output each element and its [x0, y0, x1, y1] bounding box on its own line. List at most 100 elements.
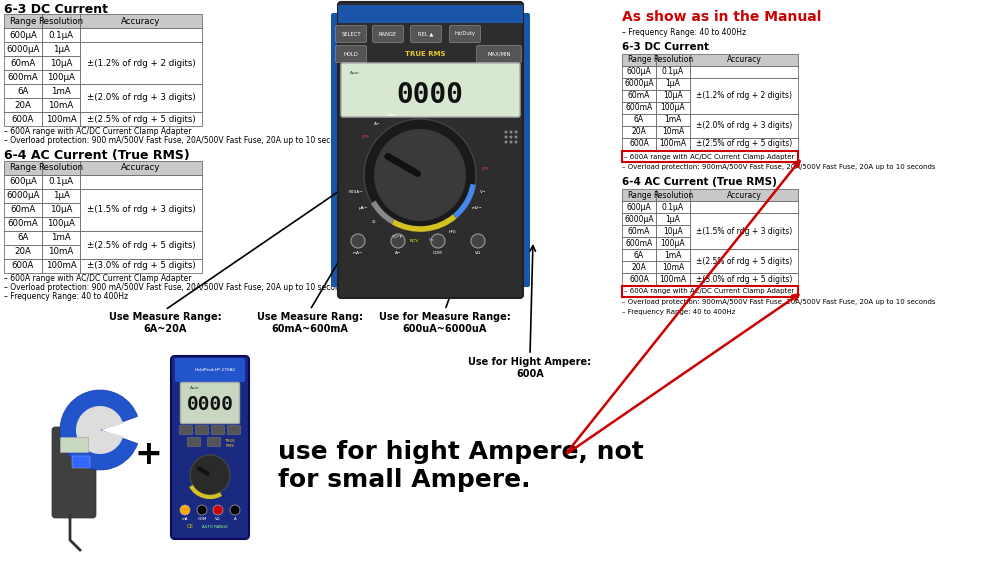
Text: 1μA: 1μA	[666, 214, 680, 223]
Text: MAX/MIN: MAX/MIN	[487, 51, 511, 56]
Text: 0.1μA: 0.1μA	[662, 202, 684, 211]
Wedge shape	[60, 390, 138, 470]
FancyBboxPatch shape	[338, 2, 523, 298]
Text: ⊙: ⊙	[372, 219, 375, 223]
Bar	[42, 28, 80, 42]
Text: 6-3 DC Current: 6-3 DC Current	[622, 42, 709, 52]
Circle shape	[510, 140, 512, 144]
Bar	[4, 112, 42, 126]
Text: Use Measure Rang:
60mA~600mA: Use Measure Rang: 60mA~600mA	[257, 312, 363, 333]
Bar	[656, 225, 690, 237]
Text: ±(3.0% of rdg + 5 digits): ±(3.0% of rdg + 5 digits)	[87, 262, 195, 271]
Bar	[4, 28, 42, 42]
FancyBboxPatch shape	[180, 382, 240, 424]
Text: mA∼: mA∼	[353, 251, 363, 255]
Bar	[4, 217, 42, 231]
Bar	[622, 138, 656, 150]
Text: 100mA: 100mA	[659, 140, 687, 149]
Text: 0000: 0000	[396, 81, 464, 109]
Bar	[4, 14, 42, 28]
Bar	[656, 213, 690, 225]
Circle shape	[514, 131, 518, 133]
Text: 0.1μA: 0.1μA	[662, 67, 684, 76]
Bar	[690, 189, 798, 201]
Bar	[622, 126, 656, 138]
Text: Range: Range	[627, 190, 651, 200]
Text: 6-4 AC Current (True RMS): 6-4 AC Current (True RMS)	[622, 177, 777, 187]
Text: 1μA: 1μA	[53, 192, 69, 201]
Bar	[690, 78, 798, 114]
FancyBboxPatch shape	[341, 63, 520, 117]
Text: mV∼: mV∼	[472, 206, 483, 210]
Text: Auto: Auto	[350, 71, 360, 75]
FancyBboxPatch shape	[331, 13, 347, 287]
Bar	[4, 259, 42, 273]
Text: 60mA: 60mA	[10, 59, 36, 67]
Text: – Overload protection: 900 mA/500V Fast Fuse, 20A/500V Fast Fuse, 20A up to 10 s: – Overload protection: 900 mA/500V Fast …	[4, 136, 349, 145]
Text: SELECT: SELECT	[341, 31, 361, 36]
Text: 1μA: 1μA	[53, 44, 69, 54]
Bar	[42, 259, 80, 273]
Text: 100mA: 100mA	[46, 115, 76, 124]
Bar	[80, 112, 202, 126]
Text: 100μA: 100μA	[47, 219, 75, 229]
Bar	[622, 201, 656, 213]
Text: 600mA: 600mA	[625, 104, 653, 112]
Text: – Overload protection: 900mA/500V Fast Fuse, 20A/500V Fast Fuse, 20A up to 10 se: – Overload protection: 900mA/500V Fast F…	[622, 164, 936, 170]
Text: – Frequency Range: 40 to 400Hz: – Frequency Range: 40 to 400Hz	[622, 28, 746, 37]
Bar	[622, 273, 656, 285]
Bar	[656, 138, 690, 150]
Bar	[690, 54, 798, 66]
Text: 10mA: 10mA	[48, 247, 74, 256]
Text: 600mA: 600mA	[8, 72, 38, 82]
Bar	[4, 189, 42, 203]
Text: CE: CE	[186, 524, 194, 529]
Text: AUTO RANGE: AUTO RANGE	[202, 525, 228, 529]
Bar	[622, 249, 656, 261]
Bar	[42, 42, 80, 56]
Text: μA∼: μA∼	[358, 206, 368, 210]
Circle shape	[197, 505, 207, 515]
Text: ±(2.0% of rdg + 3 digits): ±(2.0% of rdg + 3 digits)	[87, 93, 195, 103]
Text: 600A: 600A	[629, 140, 649, 149]
Text: Resolution: Resolution	[653, 190, 693, 200]
Circle shape	[431, 234, 445, 248]
Text: +: +	[134, 438, 162, 471]
Bar	[622, 237, 656, 249]
Bar	[42, 70, 80, 84]
Text: 60mA: 60mA	[10, 206, 36, 214]
Text: ±(3.0% of rdg + 5 digits): ±(3.0% of rdg + 5 digits)	[696, 275, 792, 283]
Text: 20A: 20A	[15, 247, 31, 256]
Circle shape	[351, 234, 365, 248]
Text: Hz/Duty: Hz/Duty	[454, 31, 476, 36]
FancyArrowPatch shape	[388, 156, 418, 174]
Circle shape	[180, 505, 190, 515]
Bar	[4, 98, 42, 112]
FancyBboxPatch shape	[372, 26, 404, 43]
Bar	[656, 78, 690, 90]
FancyArrowPatch shape	[199, 469, 208, 474]
Text: 0.1μA: 0.1μA	[48, 177, 74, 186]
Text: Resolution: Resolution	[653, 55, 693, 64]
Circle shape	[374, 129, 466, 221]
Text: – 600A range with AC/DC Current Clamp Adapter: – 600A range with AC/DC Current Clamp Ad…	[4, 274, 192, 283]
Text: TRUE: TRUE	[224, 439, 236, 443]
Bar	[690, 273, 798, 285]
FancyBboxPatch shape	[411, 26, 442, 43]
Text: OFF: OFF	[362, 135, 370, 139]
FancyBboxPatch shape	[52, 427, 96, 518]
Bar	[622, 90, 656, 102]
Bar	[690, 114, 798, 138]
FancyBboxPatch shape	[171, 356, 249, 539]
Text: Use for Hight Ampere:
600A: Use for Hight Ampere: 600A	[468, 357, 592, 378]
Bar	[4, 42, 42, 56]
Circle shape	[505, 136, 508, 139]
Text: A∼: A∼	[395, 251, 401, 255]
Text: Resolution: Resolution	[38, 164, 84, 173]
Bar	[622, 225, 656, 237]
Bar	[656, 66, 690, 78]
Text: – 600A range with AC/DC Current Clamp Adapter: – 600A range with AC/DC Current Clamp Ad…	[624, 288, 794, 295]
Bar	[80, 42, 202, 84]
Bar	[656, 237, 690, 249]
Circle shape	[510, 131, 512, 133]
